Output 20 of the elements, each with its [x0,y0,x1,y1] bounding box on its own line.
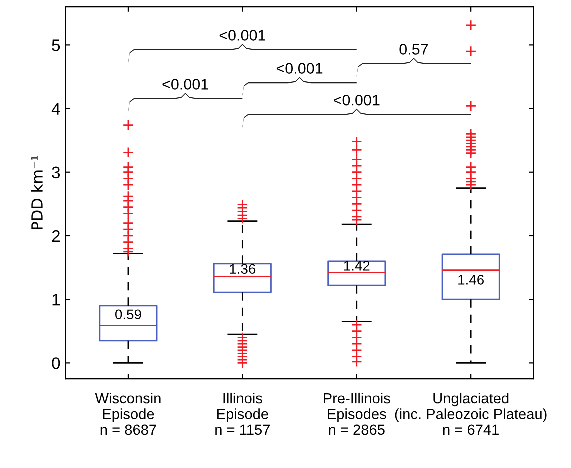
x-tick-label: Pre-Illinois Episodes n = 2865 [324,392,390,436]
y-tick-label: 2 [52,230,60,242]
annotation: 0.57 [400,44,428,55]
x-tick-label: Unglaciated (inc. Paleozoic Plateau) n = 6741 [395,392,547,436]
y-tick-label: 3 [52,166,60,179]
annotation: <0.001 [220,30,266,41]
x-tick-label: Illinois Episode n = 1157 [216,392,270,436]
y-tick-label: 1 [52,294,60,306]
annotation: <0.001 [334,94,380,106]
text: 1.36 [230,264,256,274]
y-tick-label: 5 [52,40,60,52]
y-tick-label: 4 [52,103,60,115]
x-tick-label: Wisconsin Episode n = 8687 [95,392,161,436]
annotation: <0.001 [162,79,208,90]
annotation: <0.001 [276,63,323,74]
text: 0.59 [116,310,142,320]
text: 1.42 [344,261,370,271]
text: 1.46 [458,275,484,285]
y-axis-title: PDD km⁻¹ [31,156,43,230]
y-tick-label: 0 [52,358,60,370]
